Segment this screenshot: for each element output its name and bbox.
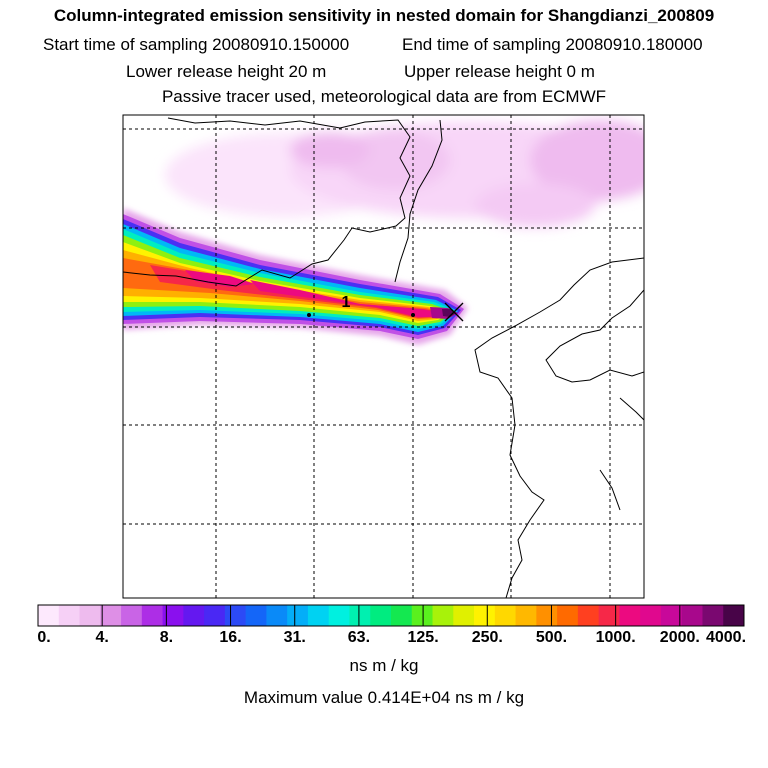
- lower-release-label: Lower release height 20 m: [126, 62, 327, 81]
- trajectory-dot: [307, 313, 311, 317]
- maximum-value-label: Maximum value 0.414E+04 ns m / kg: [243, 688, 525, 707]
- receptor-marker: [444, 302, 464, 322]
- colorbar-swatch: [619, 605, 641, 626]
- colorbar-swatch: [453, 605, 475, 626]
- colorbar-swatch: [515, 605, 537, 626]
- colorbar-swatch: [349, 605, 371, 626]
- colorbar-swatch: [391, 605, 413, 626]
- colorbar-tick-label: 8.: [159, 629, 174, 646]
- colorbar-tick-label: 16.: [219, 629, 242, 646]
- tracer-note: Passive tracer used, meteorological data…: [161, 87, 607, 106]
- colorbar-tick-label: 31.: [283, 629, 306, 646]
- colorbar-swatch: [474, 605, 496, 626]
- colorbar-tick-label: 125.: [407, 629, 439, 646]
- colorbar-swatch: [536, 605, 558, 626]
- colorbar-swatch: [224, 605, 247, 626]
- sensitivity-field: [123, 120, 644, 345]
- colorbar-swatch: [370, 605, 392, 626]
- upper-release-label: Upper release height 0 m: [404, 62, 595, 81]
- lat-lon-grid: [123, 115, 644, 598]
- colorbar-swatch: [660, 605, 683, 626]
- colorbar-swatch: [266, 605, 288, 626]
- colorbar-swatch: [494, 605, 516, 626]
- colorbar-swatch: [121, 605, 143, 626]
- colorbar-swatch: [38, 605, 60, 626]
- colorbar-tick-label: 4000.: [705, 629, 747, 646]
- colorbar-swatch: [58, 605, 80, 626]
- colorbar-tick-label: 0.: [37, 629, 51, 646]
- start-time-label: Start time of sampling 20080910.150000: [43, 35, 350, 54]
- colorbar-swatch: [183, 605, 205, 626]
- figure-title: Column-integrated emission sensitivity i…: [53, 6, 715, 25]
- colorbar-swatch: [432, 605, 454, 626]
- colorbar-tick-label: 1000.: [595, 629, 636, 646]
- colorbar-swatch: [681, 605, 703, 626]
- colorbar-tick-label: 250.: [471, 629, 503, 646]
- colorbar-swatch: [640, 605, 662, 626]
- colorbar-swatch: [328, 605, 350, 626]
- colorbar-tick-label: 2000.: [659, 629, 700, 646]
- colorbar-swatch: [307, 605, 330, 626]
- northern-low-sensitivity: [165, 120, 644, 227]
- colorbar-swatch: [100, 605, 122, 626]
- map-frame: [122, 114, 645, 599]
- colorbar-tick-label: 4.: [95, 629, 109, 646]
- colorbar-swatch: [162, 605, 184, 626]
- colorbar-swatch: [723, 605, 745, 626]
- colorbar-swatch: [79, 605, 101, 626]
- colorbar-swatch: [702, 605, 724, 626]
- colorbar: [37, 604, 745, 627]
- colorbar-swatch: [204, 605, 226, 626]
- colorbar-swatch: [245, 605, 267, 626]
- colorbar-swatch: [141, 605, 163, 626]
- colorbar-swatch: [598, 605, 620, 626]
- colorbar-swatch: [577, 605, 600, 626]
- colorbar-frame: [37, 604, 745, 627]
- end-time-label: End time of sampling 20080910.180000: [402, 35, 703, 54]
- colorbar-swatch: [557, 605, 579, 626]
- trajectory-dot: [411, 313, 415, 317]
- colorbar-swatch: [411, 605, 433, 626]
- coastline-peninsula: [474, 257, 644, 598]
- colorbar-tick-label: 500.: [535, 629, 568, 646]
- colorbar-tick-label: 63.: [347, 629, 371, 646]
- plume-label: 1: [342, 294, 351, 311]
- coastline-islands: [599, 397, 644, 511]
- coastline-north: [123, 117, 411, 287]
- unit-label: ns m / kg: [349, 656, 419, 675]
- colorbar-swatch: [287, 605, 309, 626]
- coastline-east: [394, 119, 443, 283]
